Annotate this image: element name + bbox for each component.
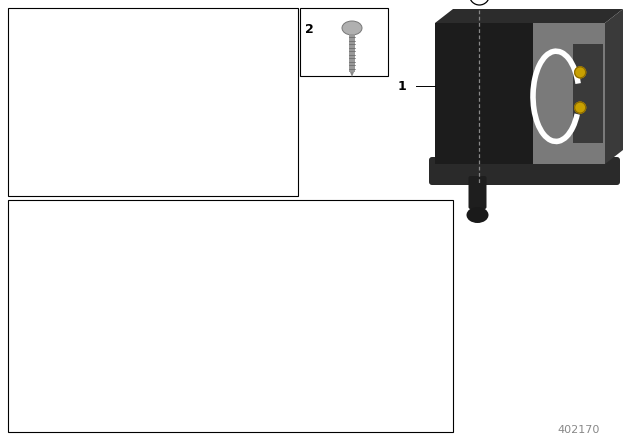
Bar	[8, 8, 298, 196]
Circle shape	[575, 102, 586, 113]
Text: 2: 2	[305, 23, 314, 36]
Polygon shape	[435, 9, 623, 23]
Polygon shape	[569, 59, 578, 72]
Bar	[573, 44, 603, 143]
Ellipse shape	[342, 21, 362, 35]
FancyBboxPatch shape	[468, 176, 486, 209]
Polygon shape	[350, 72, 354, 77]
Text: 1: 1	[397, 80, 406, 93]
Polygon shape	[605, 9, 623, 164]
Bar	[349, 34, 355, 72]
Bar	[435, 23, 533, 164]
Bar	[300, 8, 388, 76]
Ellipse shape	[467, 207, 488, 223]
Circle shape	[575, 67, 586, 78]
Circle shape	[469, 0, 490, 5]
FancyBboxPatch shape	[429, 157, 620, 185]
Bar	[533, 23, 605, 164]
Bar	[8, 200, 453, 432]
Text: 402170: 402170	[557, 425, 600, 435]
